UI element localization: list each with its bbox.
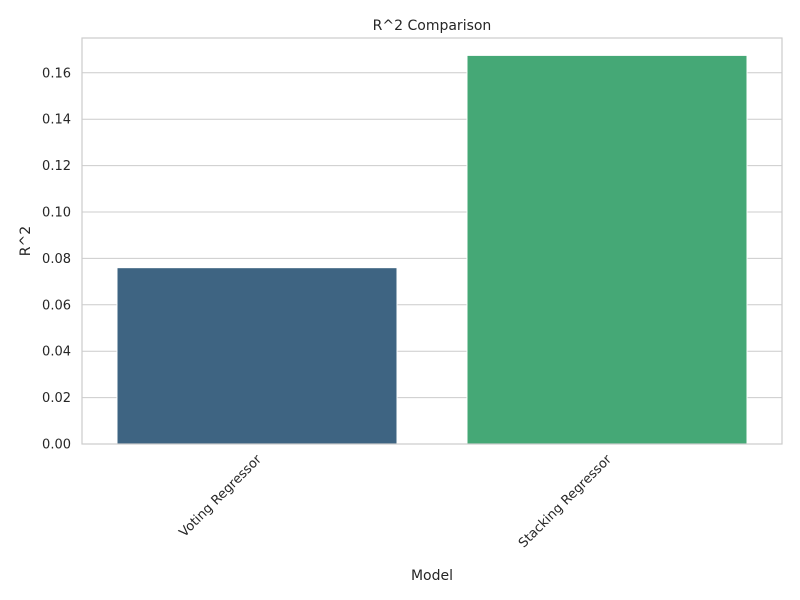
y-tick-label: 0.02: [42, 391, 71, 406]
y-tick-label: 0.16: [42, 66, 71, 81]
y-tick-label: 0.12: [42, 159, 71, 174]
y-tick-label: 0.10: [42, 206, 71, 221]
y-tick-label: 0.08: [42, 252, 71, 267]
x-axis-label: Model: [411, 568, 453, 584]
y-tick-label: 0.00: [42, 438, 71, 453]
y-axis-label: R^2: [18, 226, 34, 256]
y-tick-label: 0.04: [42, 345, 71, 360]
bar-layer: [116, 54, 748, 445]
bar-stacking-regressor: [466, 54, 748, 445]
plot-frame: [81, 37, 783, 445]
y-tick-label: 0.06: [42, 298, 71, 313]
y-tick-labels: 0.00 0.02 0.04 0.06 0.08 0.10 0.12 0.14 0.16: [42, 66, 71, 452]
x-tick-labels: Voting Regressor Stacking Regressor: [177, 452, 616, 551]
chart-title: R^2 Comparison: [373, 18, 492, 34]
x-tick-label: Stacking Regressor: [516, 452, 615, 551]
y-tick-label: 0.14: [42, 113, 71, 128]
bar-voting-regressor: [116, 267, 398, 445]
x-tick-label: Voting Regressor: [177, 452, 266, 541]
